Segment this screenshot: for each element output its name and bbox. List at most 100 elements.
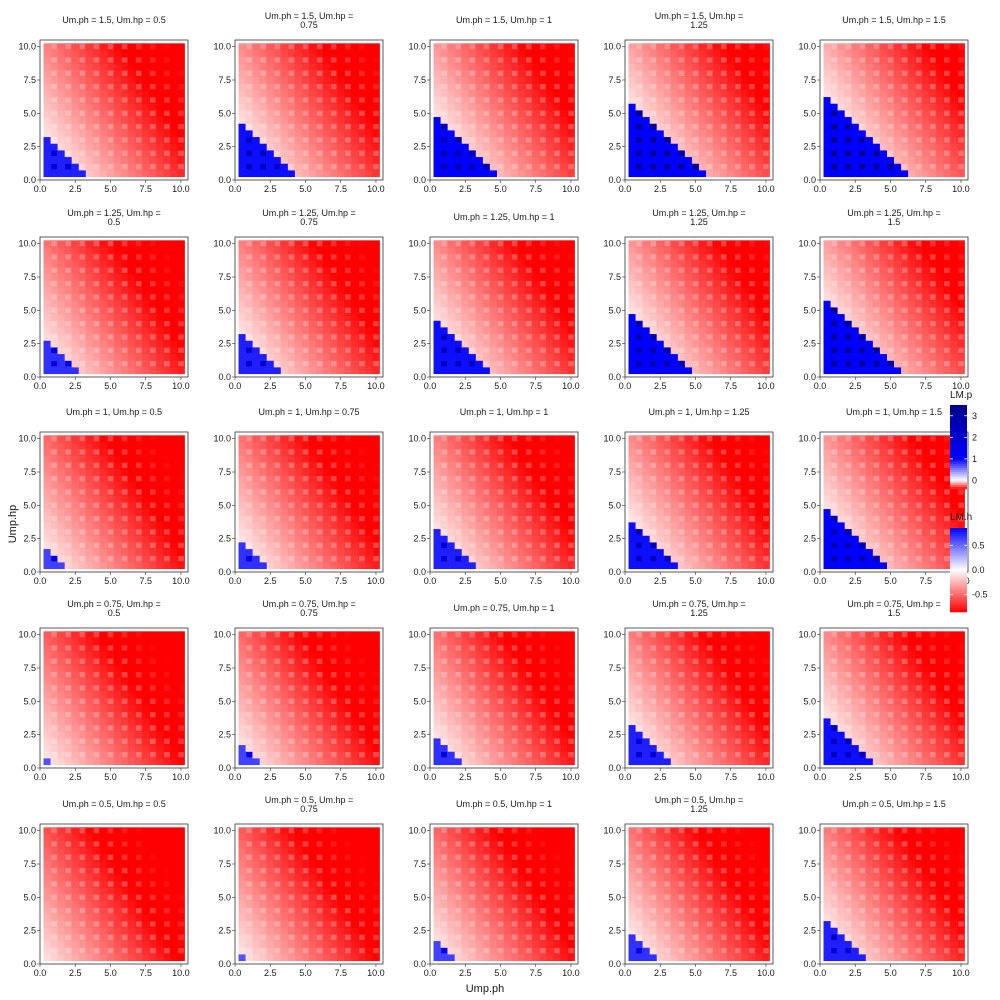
heat-tile: [635, 313, 644, 321]
heat-tile: [440, 76, 449, 84]
heat-tile: [85, 110, 94, 118]
heat-tile: [238, 150, 246, 158]
heat-tile: [837, 247, 846, 255]
heat-tile: [475, 340, 484, 348]
heat-tile: [628, 340, 636, 348]
heat-tile: [128, 240, 136, 248]
panel-title: 0.75: [300, 217, 318, 227]
heat-tile: [553, 367, 561, 375]
heat-tile: [78, 260, 87, 268]
heat-tile: [706, 170, 714, 178]
heat-tile: [851, 253, 860, 261]
point-marker: [636, 44, 642, 50]
heat-tile: [170, 313, 178, 321]
heat-tile: [504, 360, 512, 368]
point-marker: [274, 84, 281, 90]
point-marker: [51, 254, 57, 260]
heat-tile: [440, 143, 449, 151]
heat-tile: [71, 143, 80, 151]
heat-tile: [156, 143, 164, 151]
heat-tile: [177, 76, 185, 84]
point-marker: [749, 84, 755, 90]
heat-tile: [323, 56, 331, 64]
heat-tile: [755, 253, 763, 261]
heat-tile: [245, 313, 254, 321]
heat-tile: [489, 170, 498, 178]
heat-tile: [823, 116, 831, 124]
point-marker: [79, 281, 86, 287]
heat-tile: [642, 327, 651, 335]
heat-tile: [741, 313, 749, 321]
panel-title: Um.ph = 1.5, Um.hp =: [655, 11, 744, 21]
heat-tile: [294, 360, 303, 368]
point-marker: [316, 361, 323, 367]
heat-tile: [142, 353, 150, 361]
heat-tile: [865, 327, 874, 335]
point-marker: [554, 70, 560, 76]
heat-tile: [316, 50, 324, 58]
point-marker: [706, 150, 713, 156]
heat-tile: [43, 333, 51, 341]
heat-tile: [294, 260, 303, 268]
heat-tile: [894, 96, 902, 104]
heat-tile: [642, 76, 651, 84]
point-marker: [121, 84, 128, 90]
heat-tile: [908, 143, 916, 151]
heat-tile: [433, 103, 441, 111]
heat-tile: [433, 307, 441, 315]
heat-tile: [734, 143, 742, 151]
point-marker: [650, 334, 657, 340]
heat-tile: [128, 170, 136, 178]
heat-tile: [43, 96, 51, 104]
heat-tile: [482, 273, 491, 281]
heat-tile: [99, 123, 108, 131]
heat-tile: [71, 353, 80, 361]
heat-tile: [351, 130, 359, 138]
heat-tile: [309, 90, 317, 98]
heat-tile: [511, 63, 519, 71]
heat-tile: [677, 156, 686, 164]
heat-tile: [748, 63, 756, 71]
heat-tile: [691, 327, 700, 335]
point-marker: [316, 70, 323, 76]
point-marker: [720, 164, 727, 170]
heat-tile: [908, 110, 916, 118]
heat-tile: [539, 103, 547, 111]
heat-tile: [372, 327, 380, 335]
heat-tile: [656, 70, 665, 78]
heat-tile: [635, 300, 644, 308]
heat-tile: [656, 43, 665, 51]
point-marker: [149, 97, 156, 103]
heat-tile: [858, 353, 867, 361]
heat-tile: [656, 273, 665, 281]
heat-tile: [128, 267, 136, 275]
point-marker: [692, 97, 699, 103]
heat-tile: [142, 293, 150, 301]
heat-tile: [642, 150, 651, 158]
heat-tile: [837, 307, 846, 315]
heat-tile: [71, 260, 80, 268]
heat-tile: [135, 273, 143, 281]
point-marker: [845, 110, 852, 116]
heat-tile: [823, 163, 831, 171]
point-marker: [359, 347, 365, 353]
heat-tile: [950, 103, 958, 111]
heat-tile: [238, 96, 246, 104]
point-marker: [469, 97, 476, 103]
heat-tile: [628, 347, 636, 355]
heat-tile: [504, 327, 512, 335]
point-marker: [441, 267, 447, 273]
heat-tile: [266, 110, 275, 118]
heat-tile: [628, 280, 636, 288]
heat-tile: [156, 287, 164, 295]
point-marker: [692, 361, 699, 367]
point-marker: [568, 347, 574, 353]
heat-tile: [156, 163, 164, 171]
heat-tile: [642, 43, 651, 51]
heat-tile: [447, 253, 456, 261]
y-tick-label: 5.0: [413, 108, 426, 118]
heat-tile: [344, 143, 352, 151]
heat-tile: [57, 63, 66, 71]
heat-tile: [57, 293, 66, 301]
heat-tile: [177, 273, 185, 281]
